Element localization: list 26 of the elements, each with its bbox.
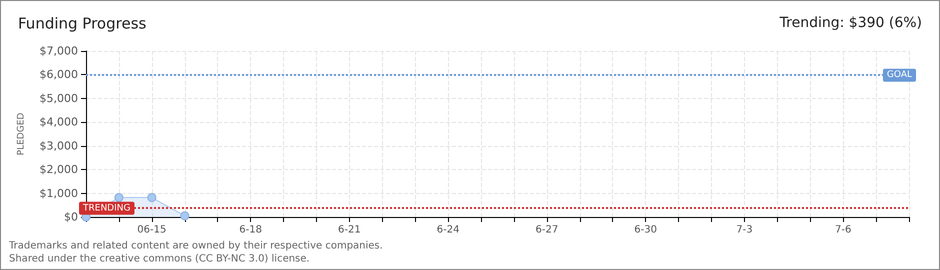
x-tick-label: 6-21 <box>338 224 361 236</box>
x-tick-label: 06-15 <box>137 224 166 236</box>
text: Shared under the creative commons (CC BY-NC 3.0) license. <box>9 254 310 264</box>
y-tick-label: $3,000 <box>40 139 78 152</box>
x-tick-label: 6-30 <box>634 224 657 236</box>
chart-subtitle: Trending: $390 (6%) <box>778 15 922 31</box>
y-axis-title: PLEDGED <box>16 112 26 156</box>
y-tick-label: $2,000 <box>40 163 78 176</box>
ref-line-label: TRENDING <box>82 203 130 214</box>
point <box>147 193 156 202</box>
x-tick-label: 7-3 <box>736 224 753 236</box>
x-tick-label: 6-27 <box>536 224 558 236</box>
text: Trademarks and related content are owned by their respective companies. <box>8 240 383 252</box>
x-tick-label: 6-24 <box>436 224 460 236</box>
y-tick-label: $4,000 <box>40 116 78 129</box>
y-tick-label: $7,000 <box>40 44 78 58</box>
y-tick-label: $5,000 <box>40 92 78 105</box>
ref-line-label: GOAL <box>886 70 912 80</box>
x-tick-label: 7-6 <box>834 224 852 236</box>
y-tick-label: $1,000 <box>40 186 78 200</box>
point <box>180 211 190 220</box>
x-tick-label: 6-18 <box>239 224 262 236</box>
chart-title: Funding Progress <box>18 14 147 32</box>
y-tick-label: $6,000 <box>40 68 78 82</box>
point <box>114 193 124 202</box>
y-tick-label: $0 <box>64 210 78 224</box>
